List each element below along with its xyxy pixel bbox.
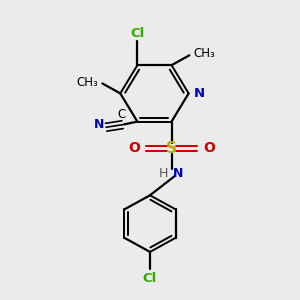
- Text: S: S: [166, 141, 177, 156]
- Text: O: O: [128, 142, 140, 155]
- Text: CH₃: CH₃: [76, 76, 98, 88]
- Text: Cl: Cl: [130, 27, 145, 40]
- Text: N: N: [194, 87, 205, 100]
- Text: O: O: [203, 142, 214, 155]
- Text: N: N: [94, 118, 105, 131]
- Text: Cl: Cl: [143, 272, 157, 285]
- Text: H: H: [159, 167, 168, 180]
- Text: N: N: [173, 167, 183, 180]
- Text: C: C: [118, 108, 126, 121]
- Text: CH₃: CH₃: [194, 47, 216, 60]
